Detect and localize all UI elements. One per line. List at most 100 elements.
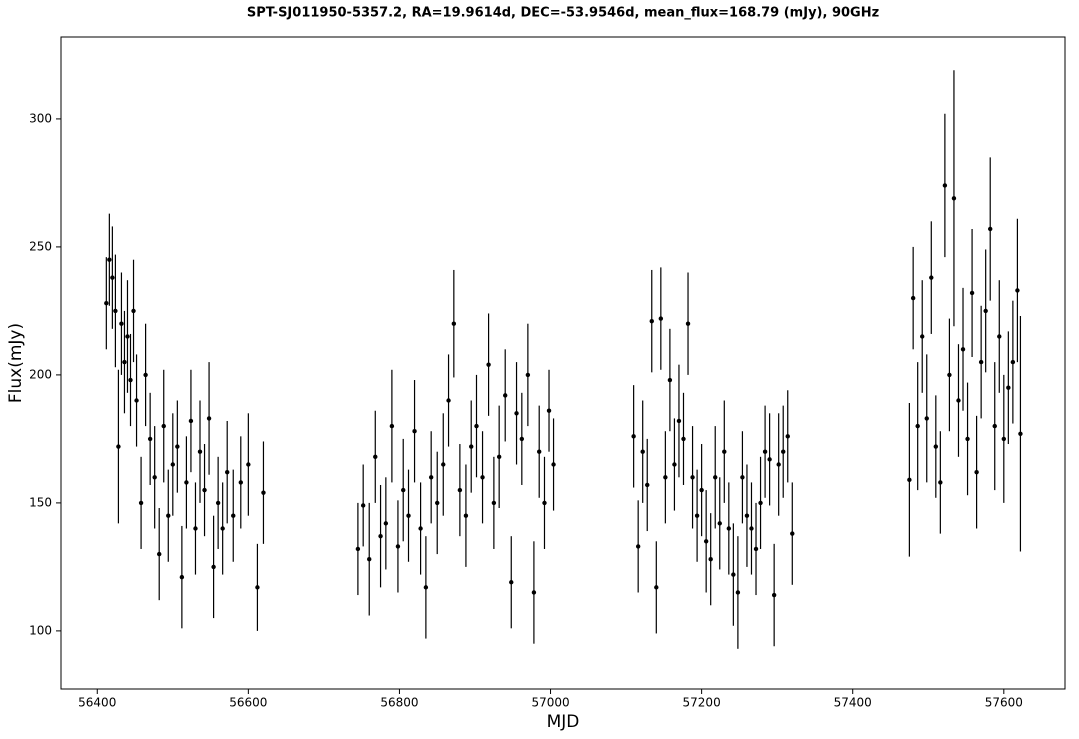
point xyxy=(960,347,966,352)
point xyxy=(699,487,704,493)
point xyxy=(654,585,659,590)
point xyxy=(451,321,457,326)
point xyxy=(640,449,645,454)
point xyxy=(122,359,127,365)
point xyxy=(929,275,934,280)
point xyxy=(125,334,130,339)
point xyxy=(231,513,236,518)
point xyxy=(1006,385,1011,390)
point xyxy=(992,423,997,429)
point xyxy=(255,585,260,590)
point xyxy=(107,257,112,262)
x-tick-label: 56800 xyxy=(380,696,418,710)
point xyxy=(378,533,383,539)
point xyxy=(758,500,763,506)
point xyxy=(428,475,434,480)
point xyxy=(202,487,207,493)
point xyxy=(997,334,1002,339)
point xyxy=(947,372,952,378)
point xyxy=(147,436,153,442)
point xyxy=(469,444,474,449)
point xyxy=(401,487,406,493)
point xyxy=(713,475,718,480)
point xyxy=(1001,436,1007,442)
point xyxy=(389,423,395,429)
point xyxy=(152,475,157,480)
point xyxy=(206,416,212,421)
point xyxy=(762,449,768,454)
point xyxy=(193,526,198,531)
point xyxy=(412,429,417,434)
point xyxy=(496,454,502,460)
y-tick-label: 100 xyxy=(29,623,52,637)
point xyxy=(951,196,957,201)
point xyxy=(128,377,133,383)
point xyxy=(157,551,162,557)
point xyxy=(531,590,537,595)
point xyxy=(373,454,378,460)
point xyxy=(446,398,451,403)
point xyxy=(915,423,920,429)
point xyxy=(667,377,673,383)
point xyxy=(740,475,745,480)
x-tick-label: 56600 xyxy=(229,696,267,710)
point xyxy=(418,526,423,531)
point xyxy=(735,590,741,595)
point xyxy=(367,557,372,562)
point xyxy=(225,469,230,475)
point xyxy=(542,500,547,506)
y-tick-label: 200 xyxy=(29,367,52,381)
x-axis-label: MJD xyxy=(547,712,580,732)
point xyxy=(924,416,929,421)
point xyxy=(1018,431,1023,436)
point xyxy=(514,411,519,416)
point xyxy=(790,531,795,536)
point xyxy=(1015,288,1020,293)
point xyxy=(938,480,943,485)
point xyxy=(974,469,979,475)
point xyxy=(1010,359,1016,365)
point xyxy=(161,423,166,429)
point xyxy=(645,482,650,488)
x-tick-label: 57200 xyxy=(683,696,721,710)
point xyxy=(546,408,552,413)
point xyxy=(480,475,485,480)
point xyxy=(717,521,722,526)
point xyxy=(220,526,225,531)
point xyxy=(188,418,194,424)
point xyxy=(690,475,695,480)
point xyxy=(965,436,970,442)
point xyxy=(649,318,654,324)
point xyxy=(197,449,203,454)
point xyxy=(131,308,136,314)
point xyxy=(920,334,925,339)
point xyxy=(753,546,759,552)
point xyxy=(781,449,786,454)
point xyxy=(491,500,497,506)
point xyxy=(551,462,556,467)
point xyxy=(486,362,491,367)
point xyxy=(134,398,139,403)
point xyxy=(119,321,124,326)
point xyxy=(441,462,446,467)
point xyxy=(785,434,790,439)
point xyxy=(509,580,514,585)
point xyxy=(116,444,121,449)
point xyxy=(360,503,366,508)
point xyxy=(238,480,243,485)
point xyxy=(211,564,216,570)
point xyxy=(983,308,988,314)
point xyxy=(246,462,251,467)
x-tick-label: 57400 xyxy=(834,696,872,710)
point xyxy=(676,418,682,424)
point xyxy=(672,462,677,467)
point xyxy=(969,290,975,296)
point xyxy=(731,572,736,577)
point xyxy=(933,444,939,449)
point xyxy=(143,372,148,378)
y-tick-label: 150 xyxy=(29,495,52,509)
point xyxy=(681,436,686,442)
point xyxy=(635,544,641,549)
